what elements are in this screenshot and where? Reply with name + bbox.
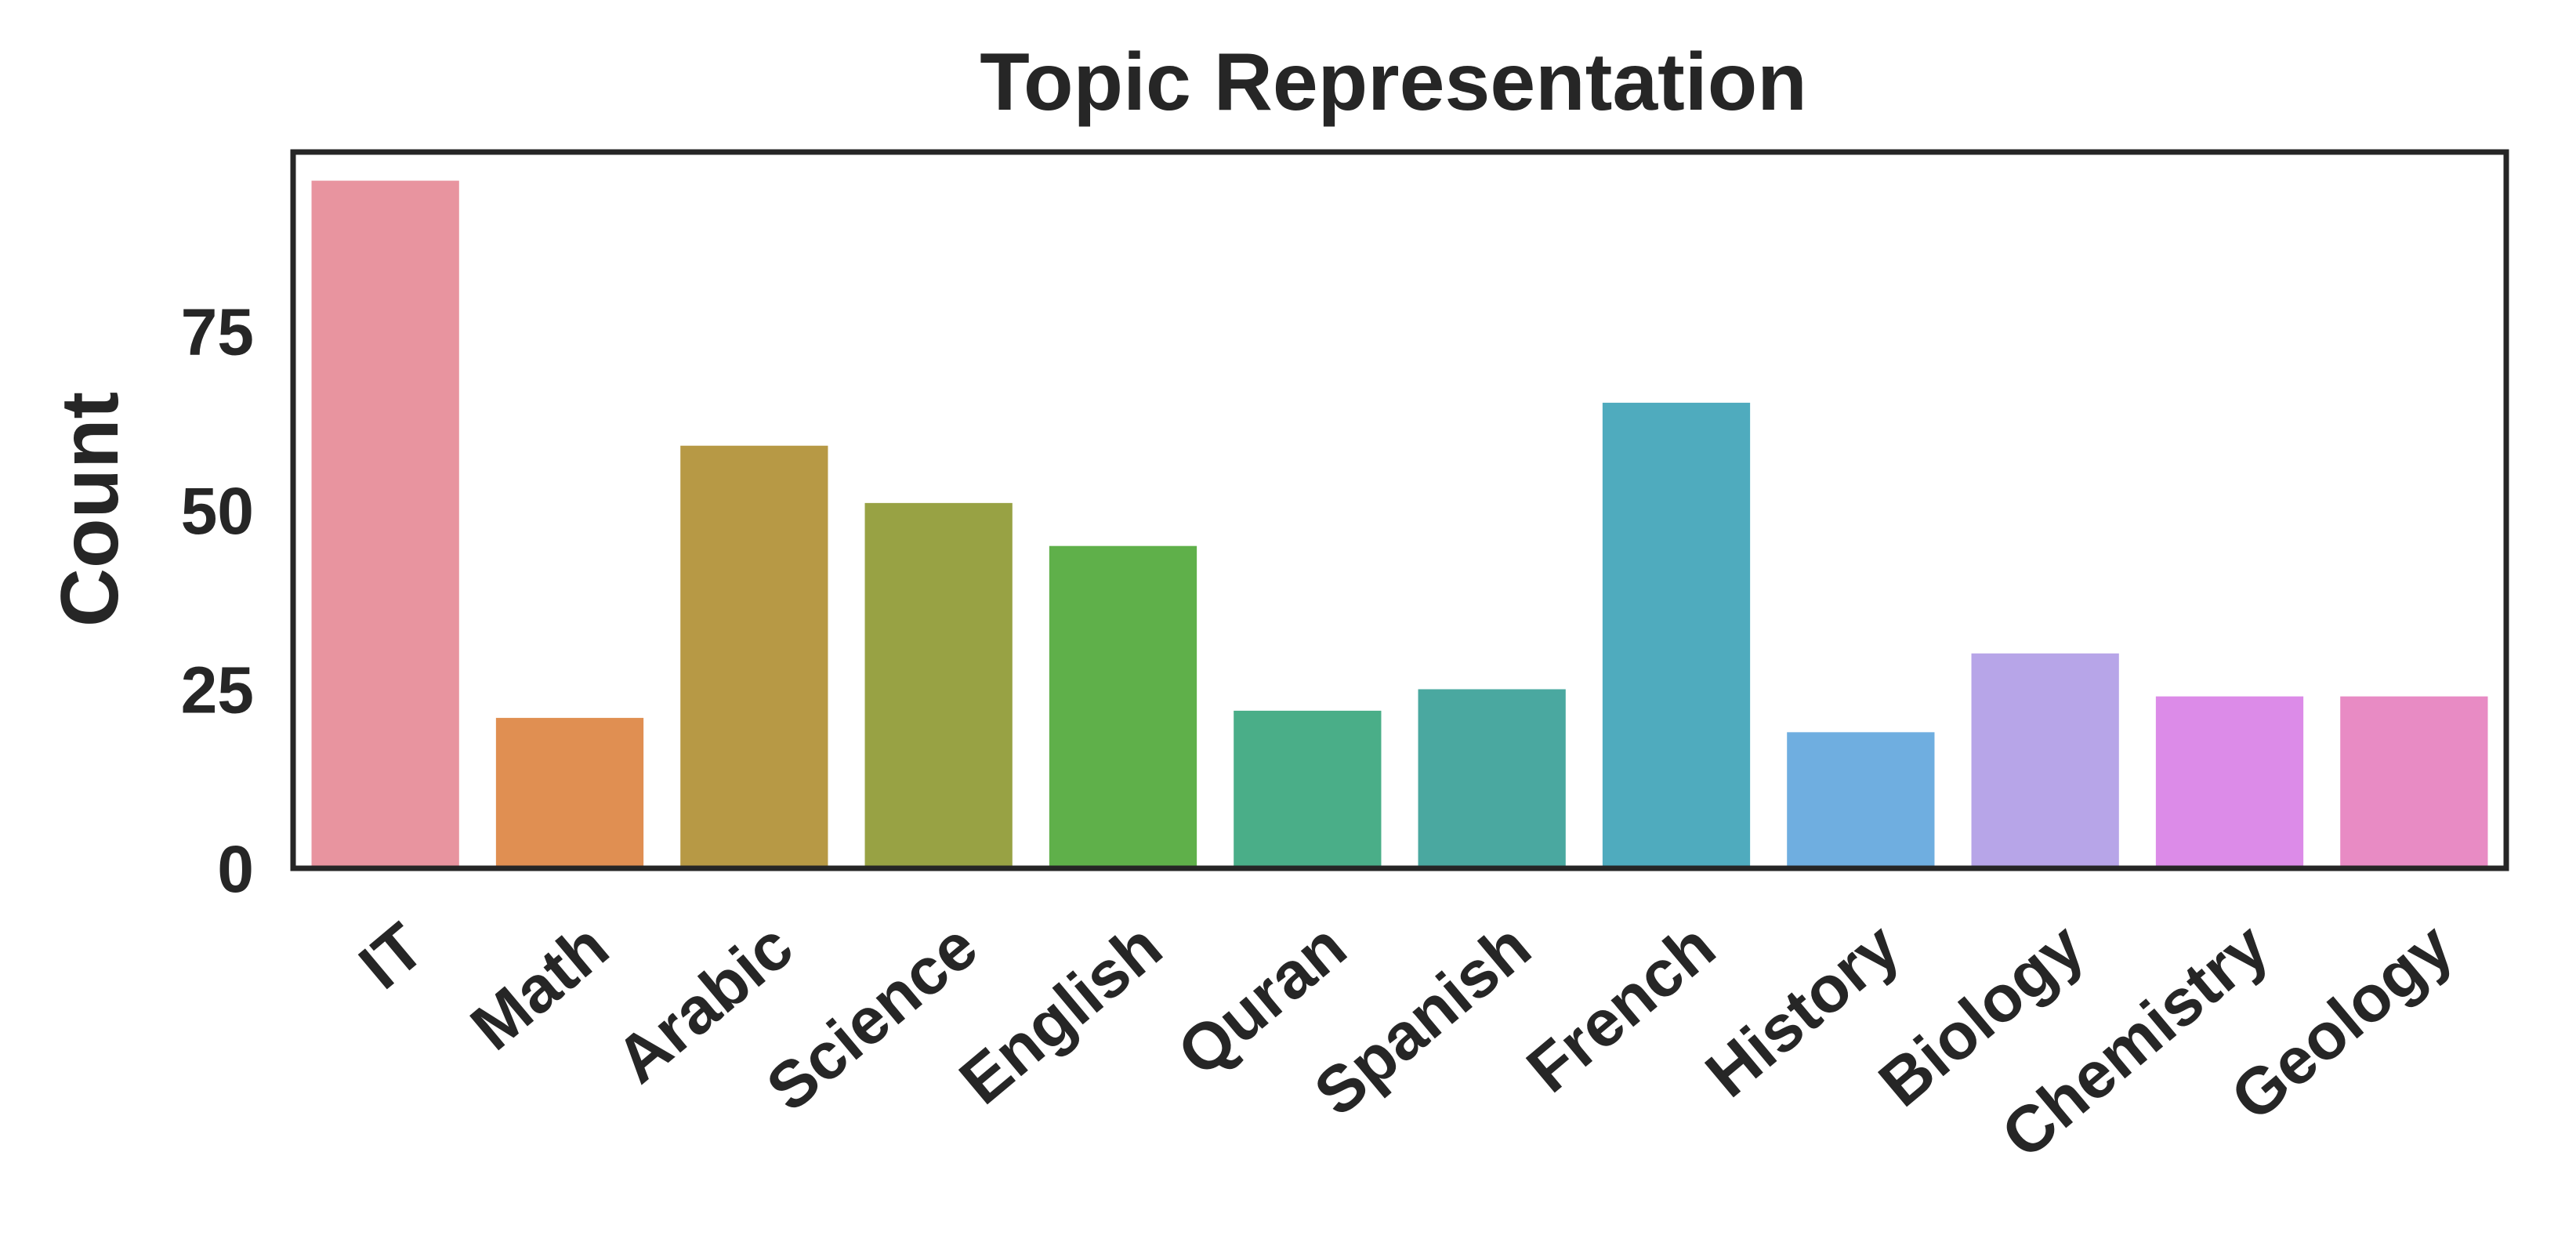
y-tick-label: 25 (181, 654, 254, 727)
y-axis-label: Count (45, 392, 136, 627)
x-tick-label: IT (346, 909, 438, 1003)
chart-title: Topic Representation (980, 37, 1807, 128)
bar-math (495, 718, 644, 868)
bar-spanish (1418, 689, 1566, 868)
bar-history (1787, 732, 1935, 868)
bar-english (1049, 545, 1197, 868)
x-tick-label: French (1513, 909, 1729, 1107)
bar-chemistry (2155, 696, 2304, 868)
x-tick-label: Math (457, 909, 622, 1064)
x-tick-label: English (946, 909, 1176, 1118)
bar-science (864, 502, 1013, 868)
bar-french (1602, 402, 1751, 868)
bar-quran (1234, 710, 1382, 868)
bar-it (311, 180, 459, 868)
bars-group (311, 180, 2488, 868)
bar-biology (1971, 653, 2119, 868)
bar-arabic (680, 445, 828, 868)
y-tick-label: 50 (181, 474, 254, 548)
y-tick-label: 75 (181, 295, 254, 369)
x-tick-label: Science (753, 909, 991, 1125)
bar-geology (2340, 696, 2488, 868)
x-tick-labels: IT MathArabicScienceEnglishQuranSpanishFr… (346, 909, 2466, 1172)
plot-frame (290, 149, 2509, 871)
y-tick-label: 0 (217, 832, 254, 906)
y-tick-labels: 0 25 50 75 (181, 295, 254, 907)
